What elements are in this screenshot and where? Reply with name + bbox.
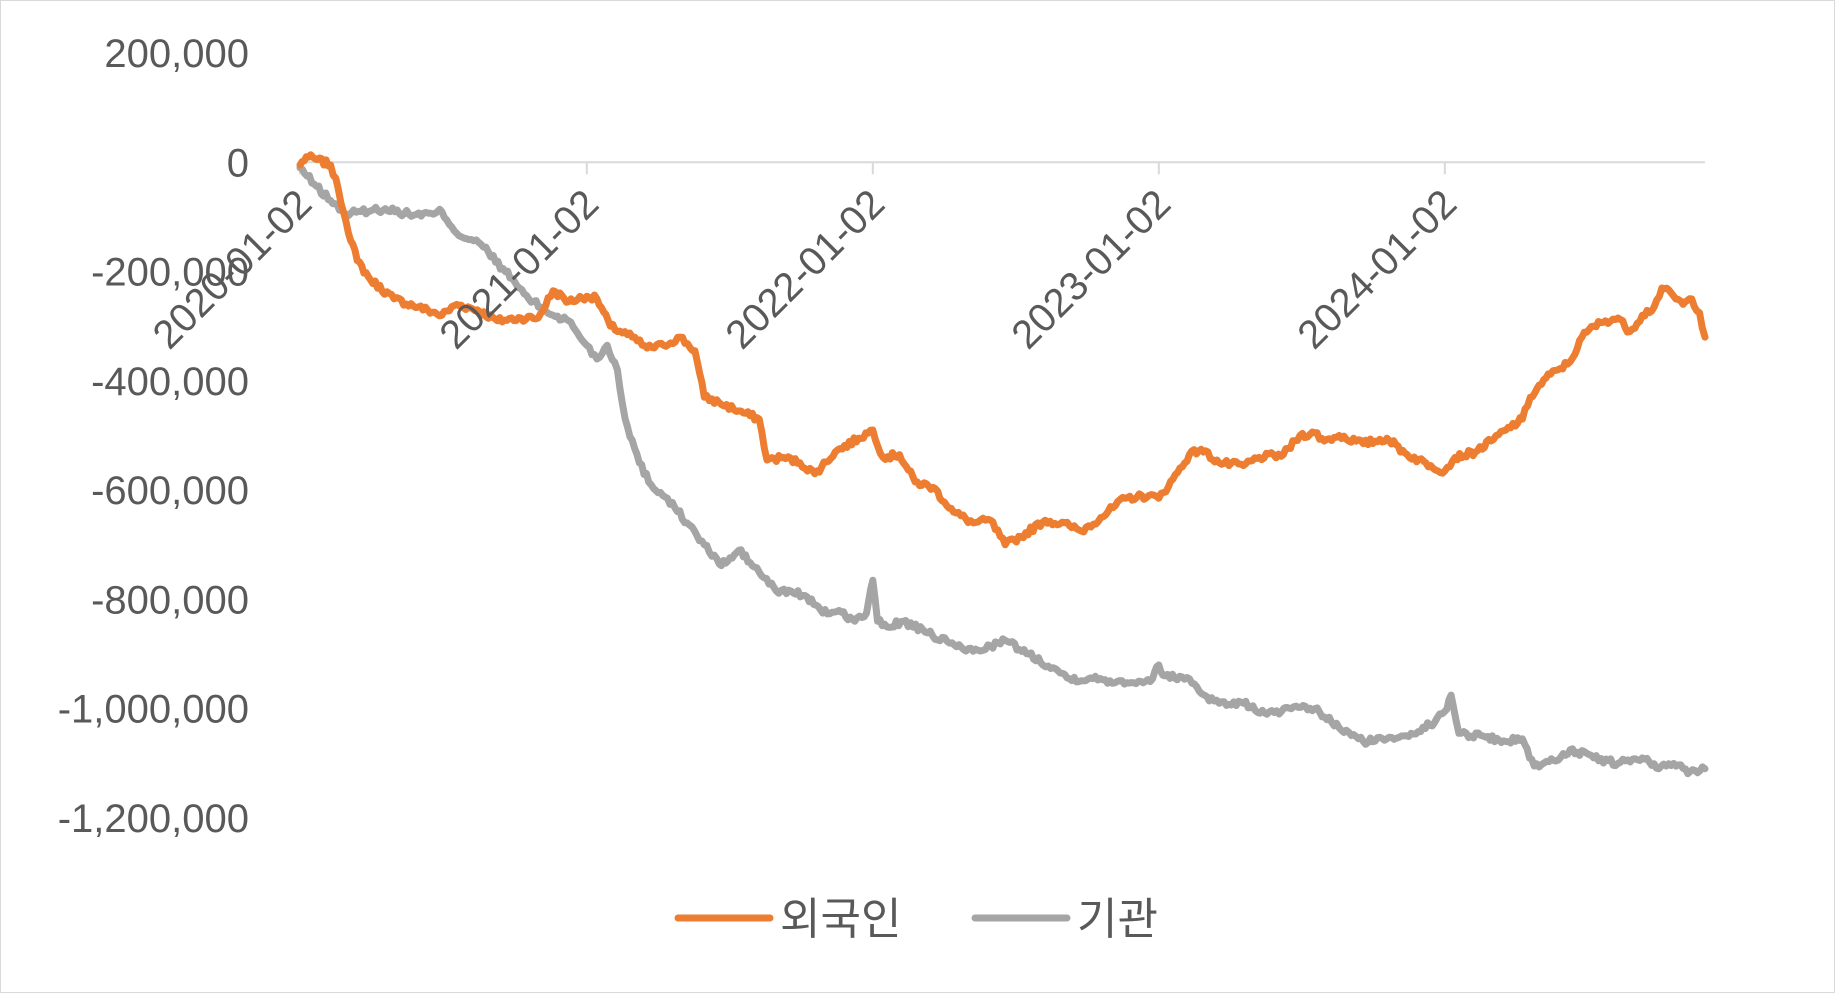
x-tick-label: 2023-01-02 <box>1003 182 1179 358</box>
y-tick-label: -600,000 <box>91 469 249 513</box>
y-axis: 200,000 0 -200,000 -400,000 -600,000 -800,000… <box>58 32 249 841</box>
series-line-foreign <box>296 151 1709 549</box>
legend-label: 외국인 <box>780 894 901 945</box>
y-tick-label: -200,000 <box>91 251 249 295</box>
x-tick-label: 2022-01-02 <box>717 182 893 358</box>
y-tick-label: -800,000 <box>91 578 249 622</box>
x-tick-label: 2024-01-02 <box>1289 182 1465 358</box>
y-tick-label: -1,000,000 <box>58 688 249 732</box>
y-tick-label: 0 <box>227 141 249 185</box>
legend: 외국인 기관 <box>674 894 1158 945</box>
y-tick-label: 200,000 <box>104 32 249 76</box>
y-tick-label: -1,200,000 <box>58 797 249 841</box>
x-tick-label: 2021-01-02 <box>431 182 607 358</box>
series-line-institution <box>296 164 1709 778</box>
x-axis-ticks <box>299 162 1446 175</box>
series-layer <box>296 151 1709 778</box>
legend-label: 기관 <box>1077 894 1158 945</box>
y-tick-label: -400,000 <box>91 360 249 404</box>
